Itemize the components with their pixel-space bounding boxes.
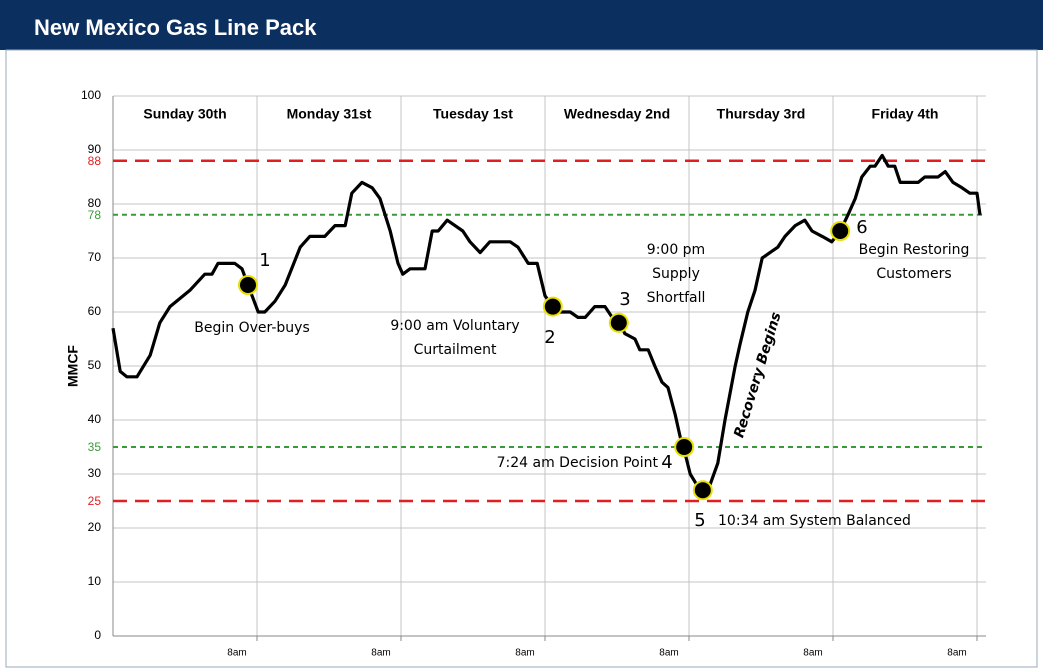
event-number: 1 (259, 250, 270, 271)
event-marker (542, 296, 563, 317)
event-text: Begin Over-buys (194, 320, 310, 336)
event-text: 7:24 am Decision Point (497, 455, 659, 471)
y-tick-label: 40 (88, 412, 102, 426)
event-text: 10:34 am System Balanced (718, 513, 911, 529)
reference-tick-label: 35 (88, 440, 102, 454)
chart-title: New Mexico Gas Line Pack (34, 15, 317, 40)
y-tick-label: 20 (88, 520, 102, 534)
y-tick-label: 50 (88, 358, 102, 372)
event-number: 5 (694, 510, 705, 531)
y-tick-label: 10 (88, 574, 102, 588)
event-marker (830, 221, 851, 241)
day-label: Wednesday 2nd (564, 106, 670, 122)
event-text: Begin Restoring (859, 242, 970, 258)
event-marker (674, 437, 695, 457)
event-marker (692, 480, 713, 501)
tick-label-bg (80, 494, 108, 508)
day-label: Sunday 30th (143, 106, 226, 122)
x-tick-label: 8am (947, 648, 966, 659)
y-tick-label: 80 (88, 196, 102, 210)
header-bar (0, 0, 1043, 50)
event-number: 6 (856, 217, 867, 238)
y-axis-label: MMCF (65, 345, 81, 387)
event-number: 4 (661, 452, 672, 473)
panel-frame (5, 49, 1038, 668)
y-tick-label: 30 (88, 466, 102, 480)
event-number: 3 (619, 289, 630, 310)
event-text: Curtailment (414, 342, 497, 358)
tick-label-bg (80, 153, 108, 168)
y-tick-label: 100 (81, 88, 101, 102)
y-tick-label: 0 (94, 628, 101, 642)
event-text: Shortfall (647, 290, 706, 306)
x-tick-label: 8am (227, 648, 246, 659)
x-tick-label: 8am (371, 648, 390, 659)
day-label: Friday 4th (872, 106, 939, 122)
event-text: Customers (876, 266, 951, 282)
day-label: Thursday 3rd (717, 106, 806, 122)
reference-tick-label: 78 (88, 208, 102, 222)
reference-tick-label: 25 (88, 494, 102, 508)
x-tick-label: 8am (659, 648, 678, 659)
event-text: 9:00 pm (647, 242, 705, 258)
event-marker (608, 312, 629, 333)
tick-label-bg (80, 440, 108, 454)
day-label: Tuesday 1st (433, 106, 513, 122)
reference-tick-label: 88 (88, 154, 102, 168)
x-tick-label: 8am (515, 648, 534, 659)
y-tick-label: 70 (88, 250, 102, 264)
tick-label-bg (80, 207, 108, 222)
data-line (111, 153, 982, 492)
day-label: Monday 31st (287, 106, 372, 122)
event-text: 9:00 am Voluntary (390, 318, 519, 334)
event-number: 2 (544, 327, 555, 348)
y-tick-label: 90 (88, 142, 102, 156)
x-tick-label: 8am (803, 648, 822, 659)
event-marker (238, 275, 258, 295)
y-tick-label: 60 (88, 304, 102, 318)
event-text: Supply (652, 266, 700, 282)
